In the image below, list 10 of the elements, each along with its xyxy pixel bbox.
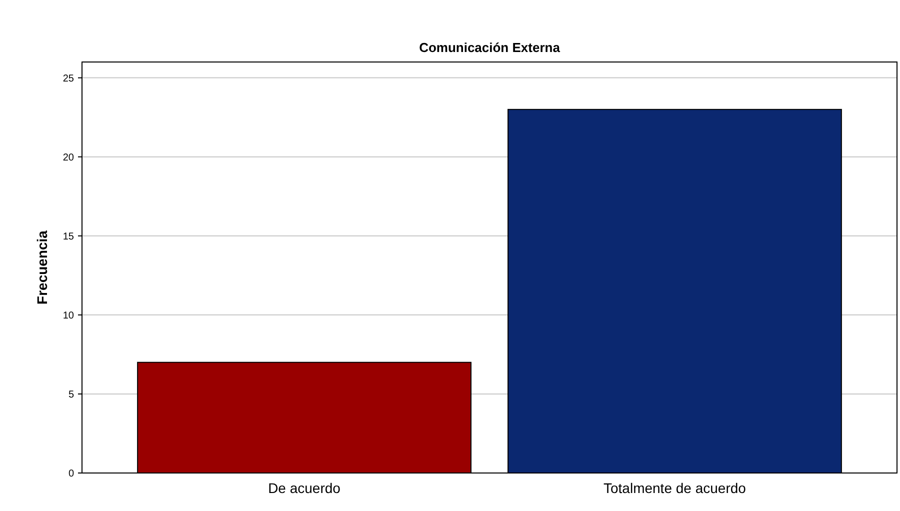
y-tick-label: 5 <box>68 389 74 400</box>
y-tick-label: 15 <box>62 231 74 242</box>
chart-title: Comunicación Externa <box>419 40 561 55</box>
y-tick-label: 10 <box>62 310 74 322</box>
y-tick-label: 25 <box>62 73 74 84</box>
x-tick-label: Totalmente de acuerdo <box>604 480 746 496</box>
y-tick-label: 0 <box>68 468 74 480</box>
y-axis-title: Frecuencia <box>34 230 50 304</box>
y-tick-label: 20 <box>62 152 74 164</box>
x-tick-label: De acuerdo <box>268 480 341 496</box>
